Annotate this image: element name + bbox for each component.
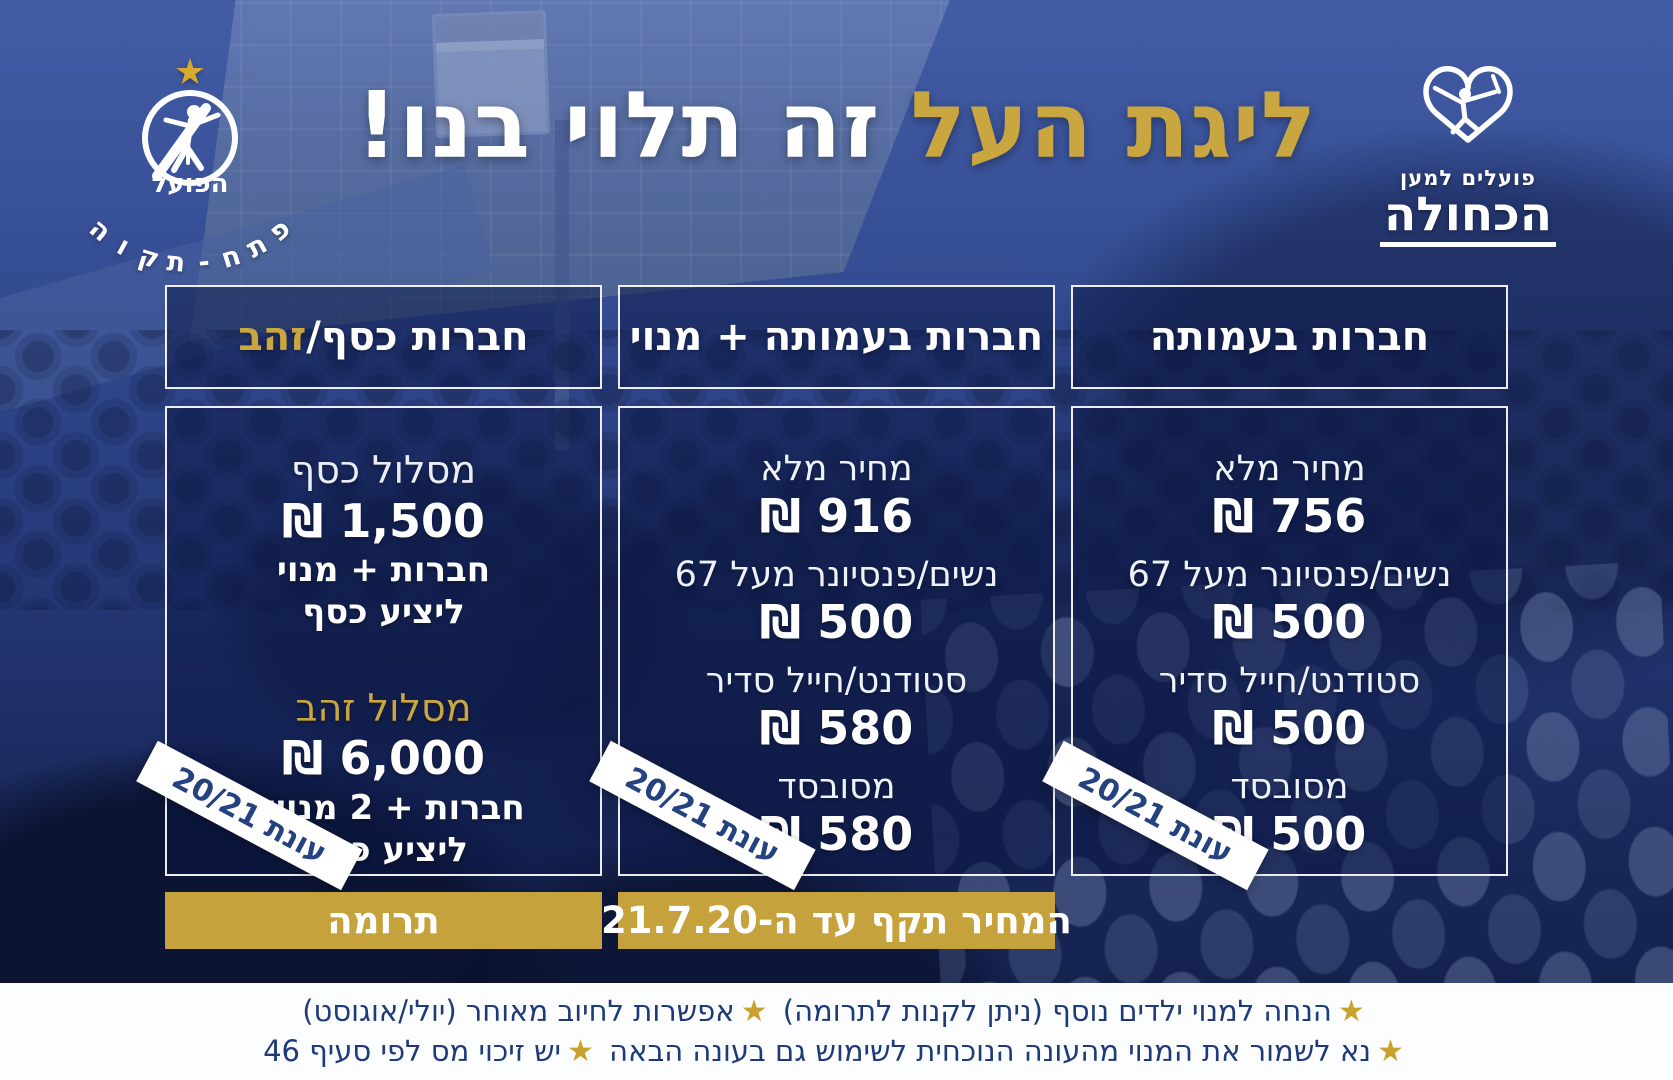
- price-row: סטודנט/חייל סדיר 580 ₪: [620, 660, 1053, 755]
- footer-notes: ★הנחה למנוי ילדים נוסף (ניתן לקנות לתרומ…: [0, 983, 1673, 1080]
- price-label: מסובסד: [777, 766, 896, 807]
- column-header-label-white: חברות כסף/: [306, 314, 529, 360]
- gold-star-icon: ★: [173, 52, 207, 93]
- price-label: מסובסד: [1230, 766, 1349, 807]
- footer-note: אפשרות לחיוב מאוחר (יולי/אוגוסט): [302, 994, 735, 1028]
- track-title: מסלול זהב: [295, 685, 472, 730]
- price-value: 756 ₪: [1212, 489, 1367, 543]
- price-label: מחיר מלא: [1213, 449, 1366, 489]
- price-row: נשים/פנסיונר מעל 67 500 ₪: [620, 554, 1053, 649]
- column-header: חברות כסף/זהב: [165, 285, 602, 389]
- footer-note: הנחה למנוי ילדים נוסף (ניתן לקנות לתרומה…: [782, 994, 1332, 1028]
- hammer-thrower-emblem-icon: הפועל: [142, 90, 238, 199]
- column-header: חברות בעמותה + מנוי: [618, 285, 1055, 389]
- footer-line-2: ★נא לשמור את המנוי מהעונה הנוכחית לשימוש…: [263, 1034, 1410, 1069]
- column-association-membership: חברות בעמותה מחיר מלא 756 ₪ נשים/פנסיונר…: [1042, 285, 1508, 949]
- page-title-white: זה תלוי בנו!: [355, 72, 881, 179]
- price-valid-until-bar: המחיר תקף עד ה-21.7.20: [601, 892, 1072, 949]
- price-value: 580 ₪: [759, 700, 914, 755]
- price-value: 500 ₪: [1212, 700, 1367, 755]
- gold-track: מסלול זהב 6,000 ₪ חברות + 2 מנויים ליציע…: [167, 686, 600, 872]
- column-header: חברות בעמותה: [1071, 285, 1508, 389]
- gold-star-icon: ★: [567, 1034, 594, 1069]
- heart-thrower-icon: [1423, 66, 1513, 143]
- gold-star-icon: ★: [1337, 994, 1365, 1029]
- logo-poalim-hakchula: פועלים למען הכחולה: [1366, 58, 1570, 248]
- column-header-label: חברות בעמותה: [1149, 314, 1430, 360]
- price-label: נשים/פנסיונר מעל 67: [1127, 554, 1452, 595]
- footer-note: יש זיכוי מס לפי סעיף 46: [263, 1034, 561, 1068]
- price-label: סטודנט/חייל סדיר: [705, 660, 968, 701]
- gold-star-icon: ★: [740, 994, 768, 1029]
- price-label: מחיר מלא: [760, 449, 913, 489]
- column-silver-gold-membership: חברות כסף/זהב מסלול כסף 1,500 ₪ חברות + …: [136, 285, 602, 949]
- price-row: סטודנט/חייל סדיר 500 ₪: [1073, 660, 1506, 755]
- price-value: 500 ₪: [759, 594, 914, 649]
- footer-note: נא לשמור את המנוי מהעונה הנוכחית לשימוש …: [609, 1034, 1371, 1068]
- track-detail: ליציע כבוד: [299, 830, 468, 871]
- page-title-gold: ליגת העל: [910, 72, 1318, 179]
- track-detail: חברות + מנוי: [276, 549, 491, 590]
- column-price-list: מסלול כסף 1,500 ₪ חברות + מנוי ליציע כסף…: [136, 406, 602, 891]
- logo-tagline: פועלים למען: [1400, 166, 1536, 190]
- page-title: ליגת העל זה תלוי בנו!: [0, 72, 1673, 179]
- logo-name-underlined: הכחולה: [1379, 190, 1557, 248]
- column-price-list: מחיר מלא 756 ₪ נשים/פנסיונר מעל 67 500 ₪…: [1042, 406, 1508, 891]
- price-row: מחיר מלא 916 ₪: [620, 448, 1053, 543]
- price-row: מחיר מלא 756 ₪: [1073, 448, 1506, 543]
- footer-line-1: ★הנחה למנוי ילדים נוסף (ניתן לקנות לתרומ…: [302, 994, 1371, 1029]
- donation-bar: תרומה: [165, 892, 602, 949]
- track-title: מסלול כסף: [290, 448, 477, 492]
- price-label: נשים/פנסיונר מעל 67: [674, 554, 999, 595]
- price-row: נשים/פנסיונר מעל 67 500 ₪: [1073, 554, 1506, 649]
- column-price-list: מחיר מלא 916 ₪ נשים/פנסיונר מעל 67 500 ₪…: [589, 406, 1055, 891]
- track-price: 1,500 ₪: [281, 493, 486, 548]
- price-label: סטודנט/חייל סדיר: [1158, 660, 1421, 701]
- price-value: 916 ₪: [759, 489, 914, 543]
- track-detail: ליציע כסף: [302, 592, 465, 633]
- track-price: 6,000 ₪: [281, 731, 486, 786]
- gold-star-icon: ★: [1376, 1034, 1404, 1069]
- price-value: 500 ₪: [1212, 594, 1367, 649]
- column-header-label: חברות בעמותה + מנוי: [629, 314, 1044, 360]
- logo-name-top: הפועל: [152, 169, 229, 199]
- column-header-label-gold: זהב: [238, 314, 307, 360]
- pricing-columns: חברות בעמותה מחיר מלא 756 ₪ נשים/פנסיונר…: [136, 285, 1508, 949]
- silver-track: מסלול כסף 1,500 ₪ חברות + מנוי ליציע כסף: [167, 448, 600, 634]
- column-membership-plus-subscription: חברות בעמותה + מנוי מחיר מלא 916 ₪ נשים/…: [589, 285, 1072, 949]
